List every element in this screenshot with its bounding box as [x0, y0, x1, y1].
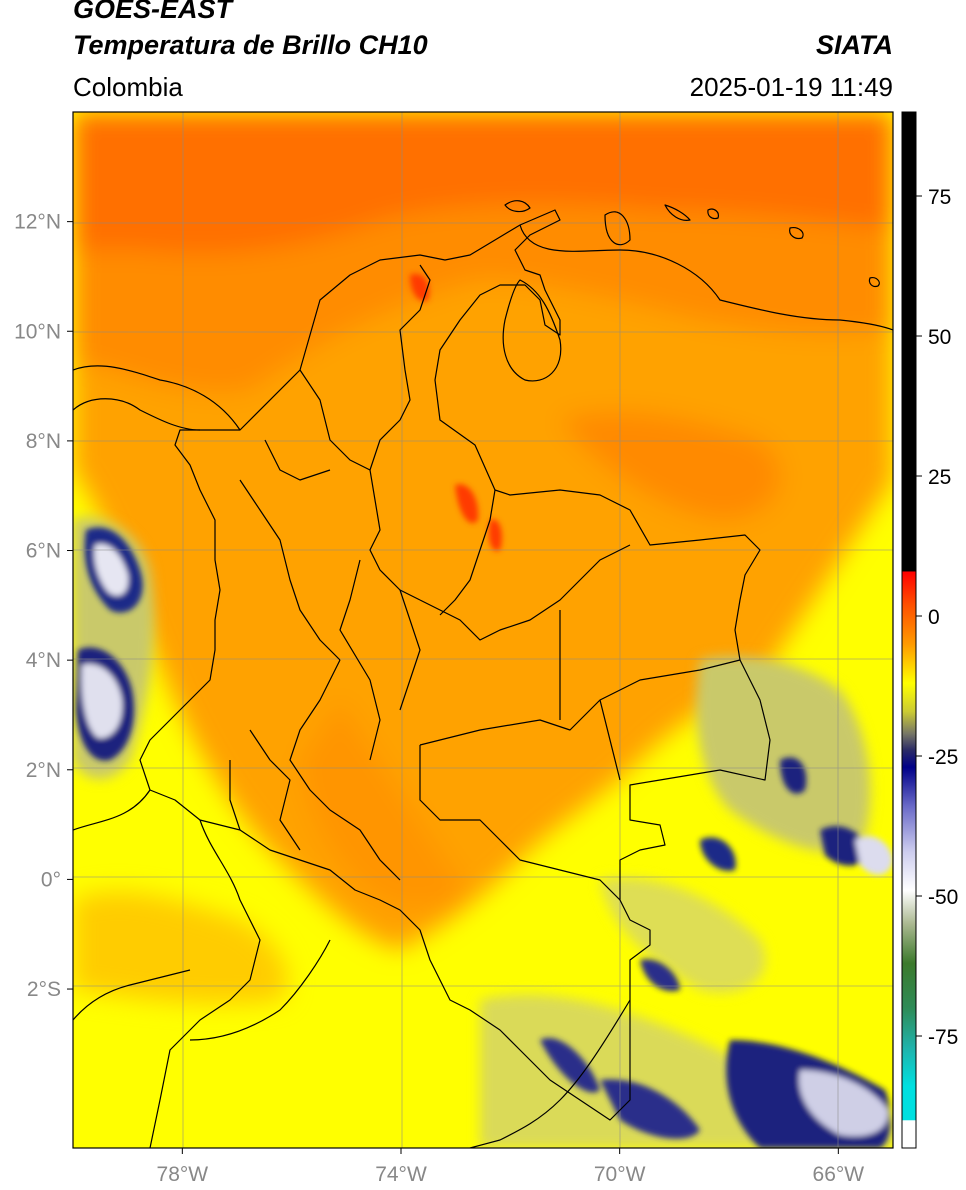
paraguana [604, 211, 631, 246]
dept-5 [419, 544, 631, 641]
dept-4 [239, 479, 341, 661]
dept-12 [249, 729, 301, 851]
islands-2 [664, 204, 691, 221]
dept-14 [399, 589, 421, 711]
colorbar-tick-label: 75 [928, 186, 951, 209]
colorbar-tick-label: -25 [928, 746, 958, 769]
source-label: SIATA [816, 30, 893, 60]
y-tick-label: 0° [41, 868, 61, 891]
product-title: Temperatura de Brillo CH10 [73, 30, 428, 60]
dept-6 [439, 489, 496, 616]
panama-coast-north [73, 398, 201, 431]
islands-5 [868, 277, 880, 288]
islands-1 [504, 200, 531, 213]
venezuela-coast [519, 224, 893, 331]
dept-1 [299, 264, 431, 471]
x-axis-ticks: 78°W 74°W 70°W 66°W [157, 1148, 865, 1186]
dept-2 [264, 439, 331, 481]
colorbar-gradient [902, 112, 916, 1148]
y-tick-label: 4°N [26, 649, 61, 672]
dept-8 [419, 659, 741, 746]
panama-coast [73, 365, 241, 431]
satellite-title: GOES-EAST [73, 0, 233, 24]
gridlines [73, 112, 893, 1148]
region-label: Colombia [73, 72, 183, 102]
brightness-temperature-field [73, 112, 893, 1148]
y-tick-label: 10°N [14, 320, 61, 343]
peru-river [189, 939, 331, 1041]
colorbar-tick-label: 25 [928, 466, 951, 489]
islands-4 [789, 227, 804, 240]
y-tick-label: 8°N [26, 430, 61, 453]
maracaibo-lake [502, 279, 562, 382]
coastlines-and-borders [73, 200, 893, 1148]
dept-9 [419, 745, 621, 901]
colombia-border [139, 209, 771, 1121]
datetime-label: 2025-01-19 11:49 [689, 72, 893, 102]
colorbar-frame [901, 111, 917, 1149]
x-tick-label: 78°W [157, 1163, 209, 1186]
islands-3 [707, 208, 719, 220]
dept-13 [339, 559, 381, 761]
dept-15 [229, 760, 241, 831]
dept-7 [289, 659, 401, 881]
colorbar: 75 50 25 0 -25 -50 -75 [901, 111, 958, 1149]
pacific-coast-south [73, 969, 191, 1021]
x-tick-label: 74°W [375, 1163, 427, 1186]
y-tick-label: 2°S [27, 978, 61, 1001]
y-tick-label: 6°N [26, 540, 61, 563]
colorbar-ticks: 75 50 25 0 -25 -50 -75 [916, 186, 958, 1049]
brazil-border [469, 999, 631, 1148]
colorbar-tick-label: 50 [928, 326, 951, 349]
ecuador-peru-border [73, 789, 261, 1148]
colorbar-tick-label: -50 [928, 886, 958, 909]
y-tick-label: 12°N [14, 211, 61, 234]
y-tick-label: 2°N [26, 759, 61, 782]
colorbar-tick-label: -75 [928, 1026, 958, 1049]
x-tick-label: 70°W [594, 1163, 646, 1186]
colorbar-tick-label: 0 [928, 606, 940, 629]
map-frame [72, 111, 894, 1149]
x-tick-label: 66°W [813, 1163, 865, 1186]
dept-11 [599, 699, 621, 781]
y-axis-ticks: 12°N 10°N 8°N 6°N 4°N 2°N 0° 2°S [14, 211, 73, 1001]
